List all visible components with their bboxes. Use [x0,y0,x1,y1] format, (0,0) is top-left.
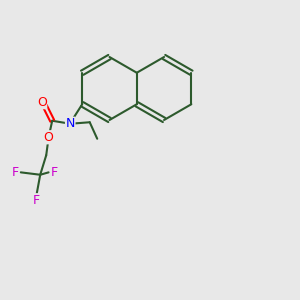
Text: F: F [50,166,58,179]
Text: O: O [44,131,54,144]
Text: F: F [33,194,40,207]
Text: F: F [12,166,19,179]
Text: N: N [65,117,75,130]
Text: O: O [37,96,47,109]
